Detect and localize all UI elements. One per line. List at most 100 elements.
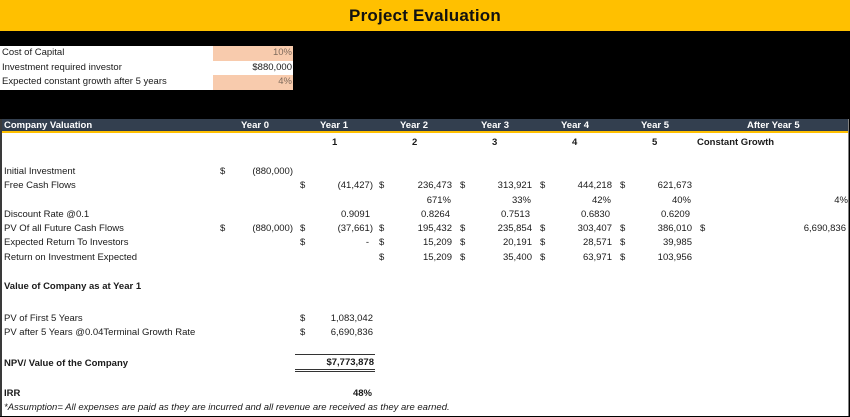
pv-y2: 195,432 [417, 223, 452, 234]
inputs-table: Cost of Capital 10% Investment required … [0, 46, 293, 90]
header-year-2: Year 2 [400, 120, 428, 131]
input-label: Investment required investor [0, 60, 213, 75]
row-label-initial-investment: Initial Investment [4, 166, 76, 177]
pv-first5-label: PV of First 5 Years [4, 313, 83, 324]
pv-y5: 386,010 [657, 223, 692, 234]
expected-return-y3: 20,191 [502, 237, 532, 248]
investment-cell[interactable]: $880,000 [213, 60, 293, 75]
period-4: 4 [572, 137, 578, 148]
valuation-header: Company Valuation Year 0 Year 1 Year 2 Y… [2, 119, 848, 133]
currency-symbol: $ [540, 180, 546, 191]
header-year-0: Year 0 [241, 120, 269, 131]
currency-symbol: $ [220, 223, 226, 234]
expected-return-y4: 28,571 [582, 237, 612, 248]
currency-symbol: $ [220, 166, 226, 177]
discount-y4: 0.6830 [580, 209, 610, 220]
currency-symbol: $ [460, 252, 466, 263]
fcf-y2: 236,473 [417, 180, 452, 191]
currency-symbol: $ [379, 237, 385, 248]
npv-label: NPV/ Value of the Company [4, 358, 129, 369]
currency-symbol: $ [300, 237, 306, 248]
fcf-y3: 313,921 [497, 180, 532, 191]
roi-y5: 103,956 [657, 252, 692, 263]
fcf-y5: 621,673 [657, 180, 692, 191]
period-2: 2 [412, 137, 418, 148]
title-bar: Project Evaluation [0, 0, 850, 31]
period-3: 3 [492, 137, 498, 148]
cost-of-capital-cell[interactable]: 10% [213, 46, 293, 61]
pv-y1: (37,661) [337, 223, 373, 234]
discount-y2: 0.8264 [420, 209, 450, 220]
assumption-note: *Assumption= All expenses are paid as th… [4, 402, 450, 413]
row-label-free-cash-flows: Free Cash Flows [4, 180, 76, 191]
row-label-roi-expected: Return on Investment Expected [4, 252, 138, 263]
header-year-1: Year 1 [320, 120, 348, 131]
header-year-5: Year 5 [641, 120, 669, 131]
pv-first5-value: 1,083,042 [330, 313, 373, 324]
input-row-growth: Expected constant growth after 5 years 4… [0, 75, 293, 90]
header-after-year-5: After Year 5 [747, 120, 800, 131]
fcf-y4: 444,218 [577, 180, 612, 191]
discount-y1: 0.9091 [340, 209, 370, 220]
row-label-discount-rate: Discount Rate @0.1 [4, 209, 90, 220]
input-label: Cost of Capital [0, 46, 213, 61]
currency-symbol: $ [460, 223, 466, 234]
expected-return-y1: - [365, 237, 369, 248]
input-row-cost-of-capital: Cost of Capital 10% [0, 46, 293, 61]
header-label: Company Valuation [4, 120, 93, 131]
initial-investment-y0: (880,000) [252, 166, 293, 177]
pv-y4: 303,407 [577, 223, 612, 234]
currency-symbol: $ [620, 180, 626, 191]
valuation-sheet: Company Valuation Year 0 Year 1 Year 2 Y… [0, 119, 849, 416]
period-1: 1 [332, 137, 338, 148]
currency-symbol: $ [540, 223, 546, 234]
currency-symbol: $ [300, 313, 306, 324]
pv-after5-label: PV after 5 Years @0.04Terminal Growth Ra… [4, 327, 196, 338]
currency-symbol: $ [460, 180, 466, 191]
irr-value: 48% [352, 388, 372, 399]
currency-symbol: $ [540, 252, 546, 263]
npv-value: $7,773,878 [295, 354, 375, 372]
currency-symbol: $ [460, 237, 466, 248]
currency-symbol: $ [300, 327, 306, 338]
irr-label: IRR [4, 388, 21, 399]
currency-symbol: $ [300, 223, 306, 234]
currency-symbol: $ [620, 237, 626, 248]
input-label: Expected constant growth after 5 years [0, 75, 213, 90]
row-label-expected-return: Expected Return To Investors [4, 237, 129, 248]
header-year-3: Year 3 [481, 120, 509, 131]
expected-return-y2: 15,209 [422, 237, 452, 248]
pv-y3: 235,854 [497, 223, 532, 234]
growth-cell[interactable]: 4% [213, 75, 293, 90]
period-constant-growth: Constant Growth [697, 137, 775, 148]
currency-symbol: $ [300, 180, 306, 191]
header-year-4: Year 4 [561, 120, 589, 131]
fcf-y1: (41,427) [337, 180, 373, 191]
growth-y5: 40% [671, 195, 691, 206]
pv-after5-value: 6,690,836 [330, 327, 373, 338]
currency-symbol: $ [379, 180, 385, 191]
expected-return-y5: 39,985 [662, 237, 692, 248]
pv-after: 6,690,836 [803, 223, 846, 234]
summary-heading: Value of Company as at Year 1 [4, 281, 142, 292]
page-title: Project Evaluation [349, 5, 501, 25]
roi-y2: 15,209 [422, 252, 452, 263]
currency-symbol: $ [700, 223, 706, 234]
period-5: 5 [652, 137, 658, 148]
currency-symbol: $ [379, 252, 385, 263]
pv-y0: (880,000) [252, 223, 293, 234]
currency-symbol: $ [620, 252, 626, 263]
discount-y5: 0.6209 [660, 209, 690, 220]
currency-symbol: $ [620, 223, 626, 234]
input-row-investment: Investment required investor $880,000 [0, 60, 293, 75]
growth-y3: 33% [511, 195, 531, 206]
currency-symbol: $ [540, 237, 546, 248]
roi-y4: 63,971 [582, 252, 612, 263]
roi-y3: 35,400 [502, 252, 532, 263]
growth-y4: 42% [591, 195, 611, 206]
currency-symbol: $ [379, 223, 385, 234]
growth-y2: 671% [426, 195, 451, 206]
growth-after: 4% [834, 195, 848, 206]
row-label-pv-future: PV Of all Future Cash Flows [4, 223, 124, 234]
discount-y3: 0.7513 [500, 209, 530, 220]
